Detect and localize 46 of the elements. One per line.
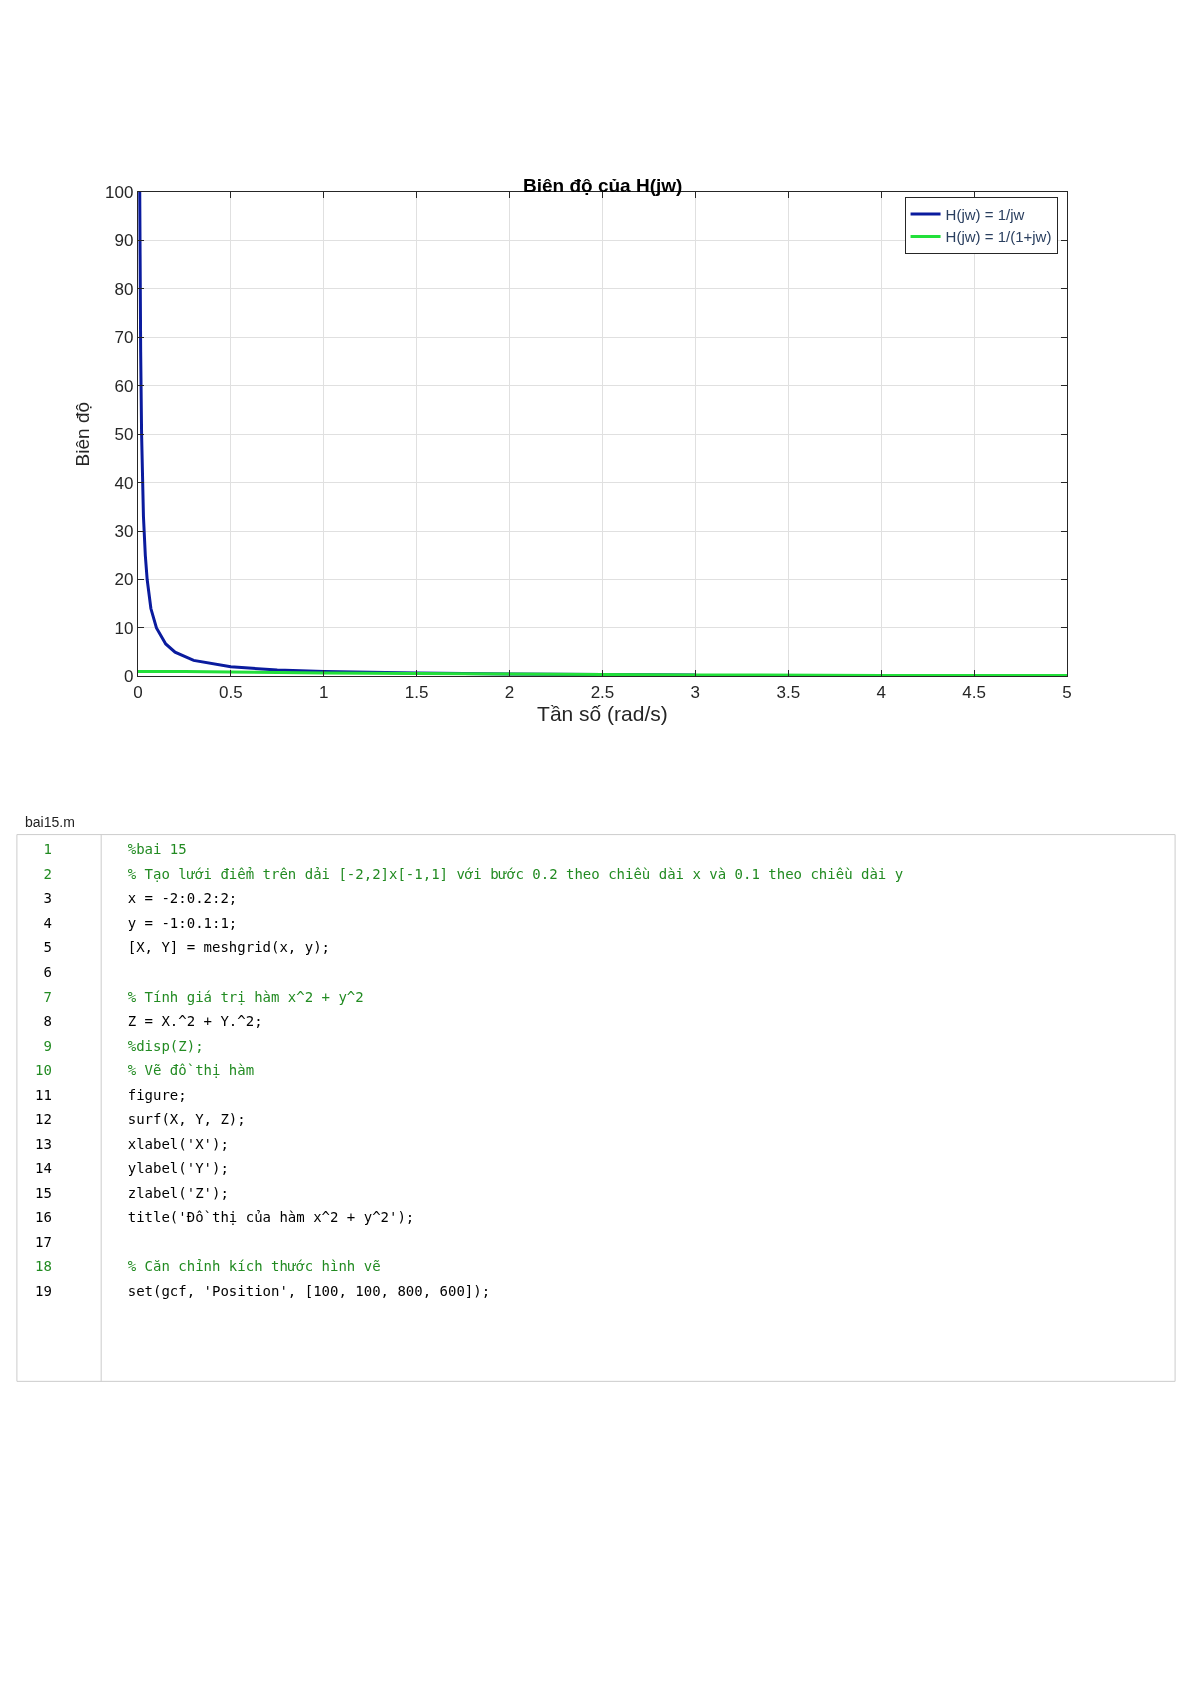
x-tick-label: 3.5 — [776, 682, 801, 702]
chart-title: Biên độ của H(jw) — [523, 175, 683, 196]
x-tick-label: 1.5 — [404, 682, 429, 702]
text: 4 y = -1:0.1:1; — [35, 915, 238, 931]
y-tick-label: 10 — [114, 618, 134, 638]
x-tick-label: 2 — [504, 682, 515, 702]
y-tick-label: 0 — [124, 667, 134, 687]
x-tick-label: 1 — [318, 682, 329, 702]
text: 3 x = -2:0.2:2; — [35, 890, 238, 906]
text: 16 title('Đồ thị của hàm x^2 + y^2'); — [35, 1209, 415, 1225]
text: 15 zlabel('Z'); — [35, 1185, 229, 1201]
x-tick-label: 2.5 — [590, 682, 615, 702]
y-tick-label: 40 — [114, 473, 134, 493]
text: 9 %disp(Z); — [35, 1038, 204, 1054]
text: 12 surf(X, Y, Z); — [35, 1111, 246, 1127]
text: 5 [X, Y] = meshgrid(x, y); — [35, 939, 331, 955]
text: 2 % Tạo lưới điểm trên dải [-2,2]x[-1,1] với bước 0.2 theo chiều dài x và 0.1 theo chiều dài y — [35, 866, 904, 882]
y-axis-title: Biên độ — [71, 401, 93, 467]
text: 19 set(gcf, 'Position', [100, 100, 800, 600]); — [35, 1283, 491, 1299]
text: 1 %bai 15 — [35, 841, 187, 857]
x-tick-label: 3 — [690, 682, 701, 702]
x-tick-label: 4 — [876, 682, 886, 702]
text: 10 % Vẽ đồ thị hàm — [35, 1062, 255, 1078]
x-tick-label: 4.5 — [962, 682, 986, 702]
legend-label: H(jw) = 1/(1+jw) — [945, 228, 1052, 246]
text: 6 — [35, 964, 128, 980]
text: 8 Z = X.^2 + Y.^2; — [35, 1013, 263, 1029]
legend-label: H(jw) = 1/jw — [945, 205, 1025, 223]
x-tick-label: 5 — [1062, 682, 1072, 702]
y-tick-label: 20 — [114, 570, 134, 590]
y-tick-label: 30 — [114, 521, 134, 541]
text: 17 — [35, 1234, 128, 1250]
y-tick-label: 100 — [105, 182, 134, 202]
x-axis-title: Tần số (rad/s) — [537, 701, 668, 725]
x-tick-label: 0.5 — [218, 682, 243, 702]
y-tick-label: 80 — [114, 279, 134, 299]
y-tick-label: 70 — [114, 328, 134, 348]
text: 11 figure; — [35, 1087, 187, 1103]
text: 18 % Căn chỉnh kích thước hình vẽ — [35, 1258, 381, 1274]
y-tick-label: 50 — [114, 425, 134, 445]
y-tick-label: 90 — [114, 231, 134, 251]
text: 7 % Tính giá trị hàm x^2 + y^2 — [35, 989, 364, 1005]
text: 14 ylabel('Y'); — [35, 1160, 229, 1176]
text: 13 xlabel('X'); — [35, 1136, 229, 1152]
text: bai15.m — [25, 814, 75, 830]
y-tick-label: 60 — [114, 376, 134, 396]
